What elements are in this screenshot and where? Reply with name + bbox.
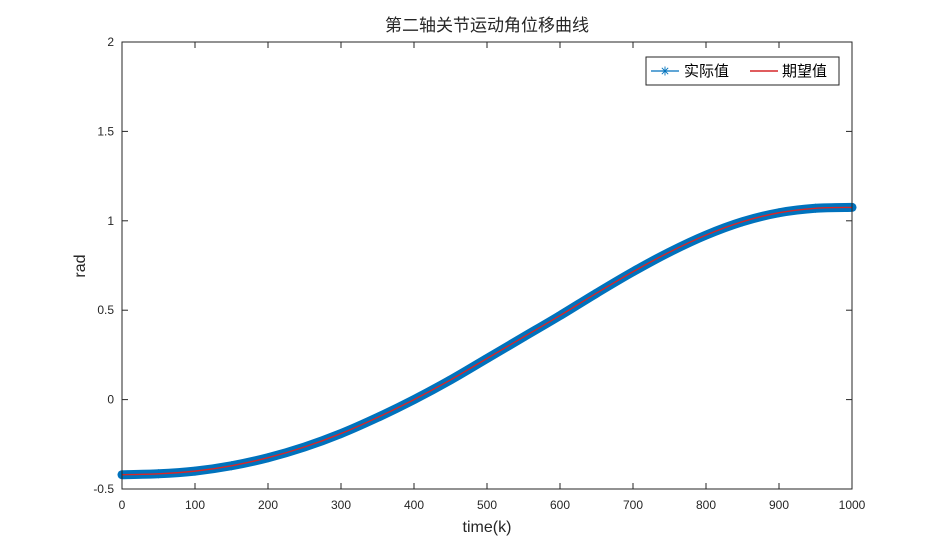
- legend-marker-actual: [660, 66, 670, 76]
- x-tick-label: 600: [550, 498, 570, 512]
- y-tick-label: 1: [107, 214, 114, 228]
- axes-layer: 0 100 200 300 400 500 600 700 800 900 1000 -0.5 0 0.5…: [93, 35, 865, 512]
- legend: 实际值 期望值: [645, 56, 840, 86]
- y-tick-label: 0: [107, 393, 114, 407]
- x-tick-label: 200: [258, 498, 278, 512]
- y-tick-label: 2: [107, 35, 114, 49]
- legend-label-expected: 期望值: [782, 62, 827, 80]
- y-tick-label: 0.5: [97, 303, 114, 317]
- x-tick-label: 700: [623, 498, 643, 512]
- x-axis-title: time(k): [463, 519, 512, 536]
- y-tick-label: 1.5: [97, 124, 114, 138]
- x-tick-label: 500: [477, 498, 497, 512]
- plot-area: [122, 42, 852, 489]
- legend-label-actual: 实际值: [684, 62, 729, 80]
- chart-title: 第二轴关节运动角位移曲线: [385, 16, 589, 36]
- x-tick-label: 0: [119, 498, 126, 512]
- x-tick-label: 100: [185, 498, 205, 512]
- x-tick-label: 800: [696, 498, 716, 512]
- x-tick-label: 1000: [839, 498, 866, 512]
- x-tick-label: 400: [404, 498, 424, 512]
- y-axis-title: rad: [72, 254, 89, 277]
- series-expected-line: [121, 206, 853, 476]
- x-tick-label: 900: [769, 498, 789, 512]
- y-tick-label: -0.5: [93, 482, 114, 496]
- series-layer: [117, 202, 857, 480]
- x-tick-label: 300: [331, 498, 351, 512]
- legend-asterisk: [660, 66, 670, 76]
